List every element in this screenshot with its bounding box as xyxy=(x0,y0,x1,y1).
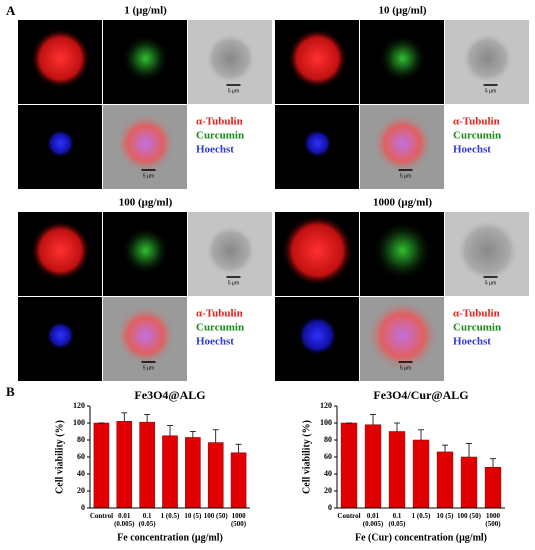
bar xyxy=(436,451,454,509)
condition-title: 100 (μg/ml) xyxy=(119,197,173,209)
cell-image xyxy=(115,305,176,366)
bar xyxy=(162,435,178,509)
scale-label: 5 μm xyxy=(143,173,154,179)
legend-entry: Hoechst xyxy=(196,144,234,156)
cell-image xyxy=(461,32,514,85)
scale-label: 5 μm xyxy=(143,365,154,371)
scale-label: 5 μm xyxy=(400,173,411,179)
cell-image xyxy=(455,218,520,283)
scale-label: 5 μm xyxy=(400,365,411,371)
x-tick-label: 0.01 (0.005) xyxy=(362,512,384,528)
condition-title: 1 (μg/ml) xyxy=(124,5,167,17)
legend-entry: Hoechst xyxy=(453,144,491,156)
bar xyxy=(484,466,502,509)
y-tick-label: 100 xyxy=(320,418,332,427)
cell-image xyxy=(366,299,439,372)
bar xyxy=(388,431,406,509)
y-tick-label: 80 xyxy=(324,435,332,444)
y-tick-label: 60 xyxy=(324,452,332,461)
cell-image xyxy=(30,220,91,281)
x-tick-label: 0.1 (0.05) xyxy=(138,512,156,528)
y-tick-label: 20 xyxy=(77,486,85,495)
scale-label: 5 μm xyxy=(485,88,496,94)
cell-image xyxy=(115,113,176,174)
cell-image xyxy=(372,113,433,174)
cell-image xyxy=(30,28,91,89)
cell-image xyxy=(121,226,170,275)
cell-image xyxy=(297,315,338,356)
x-axis-label: Fe (Cur) concentration (μg/ml) xyxy=(355,532,487,543)
bar xyxy=(185,437,201,509)
bar xyxy=(93,422,110,509)
bar xyxy=(139,421,155,509)
bar xyxy=(116,421,133,509)
bar xyxy=(340,422,358,509)
cell-image xyxy=(46,129,75,158)
cell-image xyxy=(204,32,257,85)
bar xyxy=(364,424,382,509)
cell-image xyxy=(121,34,170,83)
y-tick-label: 80 xyxy=(77,435,85,444)
y-tick-label: 0 xyxy=(81,503,85,512)
scale-label: 5 μm xyxy=(228,280,239,286)
y-axis-label: Cell viability (%) xyxy=(301,420,312,494)
x-axis-label: Fe concentration (μg/ml) xyxy=(117,532,223,543)
y-tick-label: 100 xyxy=(73,418,85,427)
legend-entry: α-Tubulin xyxy=(196,308,243,320)
legend-entry: Curcumin xyxy=(196,322,244,334)
x-tick-label: 1 (0.5) xyxy=(411,512,431,520)
legend-entry: α-Tubulin xyxy=(196,116,243,128)
legend-entry: Curcumin xyxy=(196,130,244,142)
scale-label: 5 μm xyxy=(485,280,496,286)
x-tick-label: 100 (50) xyxy=(457,512,481,520)
x-tick-label: 1000 (500) xyxy=(230,512,247,528)
legend-entry: α-Tubulin xyxy=(453,308,500,320)
y-tick-label: 120 xyxy=(73,401,85,410)
y-tick-label: 20 xyxy=(324,486,332,495)
legend-entry: Curcumin xyxy=(453,322,501,334)
scale-label: 5 μm xyxy=(228,88,239,94)
x-tick-label: 10 (5) xyxy=(436,512,454,520)
condition-title: 1000 (μg/ml) xyxy=(373,197,432,209)
x-tick-label: 100 (50) xyxy=(203,512,228,520)
cell-image xyxy=(287,28,348,89)
cell-image xyxy=(303,129,332,158)
x-tick-label: 1000 (500) xyxy=(485,512,501,528)
y-tick-label: 0 xyxy=(328,503,332,512)
legend-entry: Curcumin xyxy=(453,130,501,142)
condition-title: 10 (μg/ml) xyxy=(378,5,426,17)
cell-image xyxy=(372,220,433,281)
chart-title: Fe3O4/Cur@ALG xyxy=(373,388,468,402)
chart-title: Fe3O4@ALG xyxy=(134,388,205,402)
panel-label: A xyxy=(6,3,16,18)
x-tick-label: 1 (0.5) xyxy=(160,512,180,520)
cell-image xyxy=(46,321,75,350)
x-tick-label: Control xyxy=(337,512,361,520)
panel-label: B xyxy=(6,384,15,399)
legend-entry: Hoechst xyxy=(453,336,491,348)
y-tick-label: 60 xyxy=(77,452,85,461)
y-axis-label: Cell viability (%) xyxy=(54,420,65,494)
bar xyxy=(207,442,224,509)
x-tick-label: Control xyxy=(89,512,114,520)
x-tick-label: 0.01 (0.005) xyxy=(114,512,135,528)
legend-entry: α-Tubulin xyxy=(453,116,500,128)
legend-entry: Hoechst xyxy=(196,336,234,348)
y-tick-label: 40 xyxy=(324,469,332,478)
cell-image xyxy=(281,214,354,287)
bar xyxy=(230,452,247,509)
x-tick-label: 10 (5) xyxy=(184,512,202,520)
cell-image xyxy=(378,34,427,83)
cell-image xyxy=(204,224,257,277)
y-tick-label: 40 xyxy=(77,469,85,478)
bar xyxy=(412,439,430,509)
bar xyxy=(460,456,478,509)
y-tick-label: 120 xyxy=(320,401,332,410)
x-tick-label: 0.1 (0.05) xyxy=(388,512,406,528)
